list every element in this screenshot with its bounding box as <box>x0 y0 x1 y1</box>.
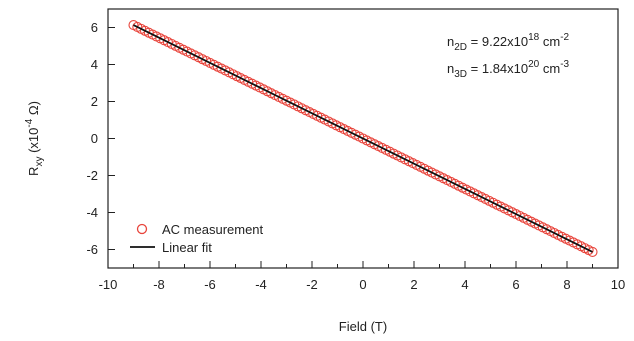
y-axis-sup: -4 <box>24 118 35 127</box>
annotation-block: n2D = 9.22x1018 cm-2 n3D = 1.84x1020 cm-… <box>447 32 570 80</box>
legend-marker-icon <box>136 223 148 235</box>
y-tick-label: 2 <box>91 94 98 109</box>
y-axis-sub: xy <box>34 157 45 167</box>
n3d-unit-sup: -3 <box>560 59 569 70</box>
y-axis-paren: (x10 <box>26 128 41 157</box>
y-ticks: -6 -4 -2 0 2 4 6 <box>86 20 115 257</box>
legend-label-fit: Linear fit <box>162 240 212 255</box>
fit-line <box>133 24 593 253</box>
x-tick-label: 4 <box>461 277 468 292</box>
n3d-mid: = 1.84x10 <box>467 61 528 76</box>
y-tick-label: 6 <box>91 20 98 35</box>
x-tick-label: 0 <box>359 277 366 292</box>
y-tick-label: -6 <box>86 242 98 257</box>
x-tick-label: 8 <box>563 277 570 292</box>
y-tick-label: -2 <box>86 168 98 183</box>
y-tick-label: 0 <box>91 131 98 146</box>
fit-line-group <box>133 24 593 253</box>
x-tick-label: -8 <box>153 277 165 292</box>
n3d-sub: 3D <box>454 69 467 80</box>
x-tick-label: -10 <box>99 277 118 292</box>
data-point <box>587 246 598 257</box>
n2d-mid: = 9.22x10 <box>467 34 528 49</box>
annotation-n3d: n3D = 1.84x1020 cm-3 <box>447 59 570 80</box>
x-ticks: -10 -8 -6 -4 -2 0 2 4 6 8 10 <box>99 261 625 292</box>
y-tick-label: 4 <box>91 57 98 72</box>
y-axis-base: R <box>26 167 41 176</box>
n2d-sup: 18 <box>528 32 540 43</box>
n3d-prefix: n <box>447 61 454 76</box>
data-markers <box>128 20 598 257</box>
x-axis-title: Field (T) <box>339 319 387 334</box>
y-tick-label: -4 <box>86 205 98 220</box>
y-axis-title: Rxy (x10-4 Ω) <box>24 101 45 176</box>
n3d-sup: 20 <box>528 59 540 70</box>
n2d-unit: cm <box>539 34 560 49</box>
x-tick-label: -4 <box>255 277 267 292</box>
n2d-prefix: n <box>447 34 454 49</box>
n2d-unit-sup: -2 <box>560 32 569 43</box>
annotation-n2d: n2D = 9.22x1018 cm-2 <box>447 32 570 53</box>
x-tick-label: 10 <box>611 277 625 292</box>
x-tick-label: -2 <box>306 277 318 292</box>
n3d-unit: cm <box>539 61 560 76</box>
x-tick-label: -6 <box>204 277 216 292</box>
x-tick-label: 2 <box>410 277 417 292</box>
legend: AC measurement Linear fit <box>130 222 264 255</box>
n2d-sub: 2D <box>454 42 467 53</box>
y-axis-unit: Ω) <box>26 101 41 119</box>
x-tick-label: 6 <box>512 277 519 292</box>
legend-label-ac: AC measurement <box>162 222 264 237</box>
